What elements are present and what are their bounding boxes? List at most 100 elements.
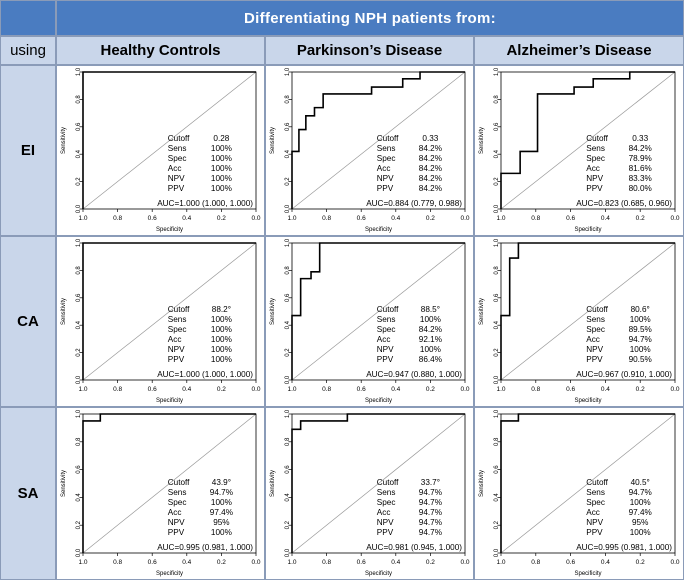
stat-label-spec: Spec <box>168 154 187 163</box>
stat-value-sens: 94.7% <box>629 488 652 497</box>
stat-label-npv: NPV <box>377 518 394 527</box>
column-header-alzheimers: Alzheimer’s Disease <box>474 36 684 65</box>
y-axis-label: Sensitivity <box>270 127 276 154</box>
x-tick-label: 0.0 <box>670 386 679 393</box>
y-tick-label: 0.4 <box>494 320 500 329</box>
stat-value-ppv: 90.5% <box>629 355 652 364</box>
stat-label-sens: Sens <box>377 488 396 497</box>
y-tick-label: 0.6 <box>285 293 291 302</box>
y-tick-label: 0.2 <box>76 348 82 357</box>
roc-sa-parkinson-s-disease-cell: 1.0 0.8 0.6 0.4 0.2 0.0 0.0 0.2 0.4 0.6 0.8 1.0 Spec… <box>265 407 474 580</box>
y-tick-label: 0.4 <box>285 493 291 502</box>
x-axis-label: Specificity <box>574 571 601 577</box>
x-tick-label: 0.4 <box>391 386 400 393</box>
y-tick-label: 0.6 <box>494 293 500 302</box>
stat-label-ppv: PPV <box>377 528 394 537</box>
stat-value-spec: 84.2% <box>419 325 442 334</box>
x-tick-label: 0.4 <box>601 559 610 566</box>
stat-value-spec: 78.9% <box>629 154 652 163</box>
stat-label-sens: Sens <box>586 488 605 497</box>
roc-ei-parkinson-s-disease-plot: 1.0 0.8 0.6 0.4 0.2 0.0 0.0 0.2 0.4 0.6 0.8 1.0 Spec… <box>270 67 470 233</box>
stat-label-ppv: PPV <box>377 355 394 364</box>
x-tick-label: 0.0 <box>460 559 469 566</box>
stat-value-cutoff: 88.2° <box>212 305 231 314</box>
y-tick-label: 0.8 <box>494 266 500 275</box>
x-tick-label: 1.0 <box>78 559 87 566</box>
stat-value-npv: 84.2% <box>419 174 442 183</box>
y-axis-label: Sensitivity <box>479 127 485 154</box>
chance-diagonal <box>500 71 676 210</box>
stat-label-cutoff: Cutoff <box>377 305 399 314</box>
x-tick-label: 1.0 <box>287 559 296 566</box>
y-tick-label: 0.8 <box>76 95 82 104</box>
stat-label-npv: NPV <box>377 174 394 183</box>
stat-label-sens: Sens <box>168 488 187 497</box>
y-axis-label: Sensitivity <box>270 470 276 497</box>
y-tick-label: 0.6 <box>76 293 82 302</box>
figure-title: Differentiating NPH patients from: <box>56 0 684 36</box>
roc-curve-line <box>82 242 256 380</box>
y-axis-label: Sensitivity <box>61 298 67 325</box>
stat-label-spec: Spec <box>377 325 396 334</box>
stat-label-ppv: PPV <box>168 184 185 193</box>
stat-value-ppv: 86.4% <box>419 355 442 364</box>
stat-label-ppv: PPV <box>377 184 394 193</box>
auc-label: AUC=0.823 (0.685, 0.960) <box>576 199 672 208</box>
y-tick-label: 1.0 <box>494 238 500 247</box>
y-tick-label: 0.4 <box>76 493 82 502</box>
x-tick-label: 0.4 <box>182 386 191 393</box>
stat-label-acc: Acc <box>377 335 391 344</box>
row-header-sa: SA <box>0 407 56 580</box>
chance-diagonal <box>82 413 257 554</box>
y-tick-label: 1.0 <box>76 238 82 247</box>
x-axis-label: Specificity <box>574 227 601 233</box>
auc-label: AUC=1.000 (1.000, 1.000) <box>157 370 253 379</box>
stat-value-npv: 100% <box>630 345 651 354</box>
x-tick-label: 0.6 <box>566 386 575 393</box>
x-tick-label: 0.6 <box>357 386 366 393</box>
chance-diagonal <box>291 71 466 210</box>
roc-ca-healthy-controls-cell: 1.0 0.8 0.6 0.4 0.2 0.0 0.0 0.2 0.4 0.6 0.8 1.0 Spec… <box>56 236 265 407</box>
stat-value-acc: 81.6% <box>629 164 652 173</box>
stat-value-npv: 100% <box>420 345 441 354</box>
using-label: using <box>0 36 56 65</box>
stat-label-npv: NPV <box>377 345 394 354</box>
stat-value-sens: 94.7% <box>210 488 233 497</box>
stat-value-sens: 84.2% <box>629 144 652 153</box>
y-tick-label: 0.6 <box>285 465 291 474</box>
roc-ca-healthy-controls-plot: 1.0 0.8 0.6 0.4 0.2 0.0 0.0 0.2 0.4 0.6 0.8 1.0 Spec… <box>61 238 261 404</box>
stat-label-acc: Acc <box>377 508 391 517</box>
roc-sa-alzheimer-s-disease-cell: 1.0 0.8 0.6 0.4 0.2 0.0 0.0 0.2 0.4 0.6 0.8 1.0 Spec… <box>474 407 684 580</box>
x-tick-label: 0.4 <box>391 215 400 222</box>
stat-label-ppv: PPV <box>168 355 185 364</box>
auc-label: AUC=0.884 (0.779, 0.988) <box>366 199 462 208</box>
x-axis-label: Specificity <box>156 571 183 577</box>
x-axis-label: Specificity <box>156 398 183 404</box>
stat-value-acc: 97.4% <box>629 508 652 517</box>
y-tick-label: 1.0 <box>285 238 291 247</box>
stat-label-cutoff: Cutoff <box>586 478 608 487</box>
x-tick-label: 1.0 <box>496 559 505 566</box>
roc-ca-alzheimer-s-disease-plot: 1.0 0.8 0.6 0.4 0.2 0.0 0.0 0.2 0.4 0.6 0.8 1.0 Spec… <box>479 238 680 404</box>
stat-label-cutoff: Cutoff <box>377 134 399 143</box>
stat-value-ppv: 84.2% <box>419 184 442 193</box>
stat-value-cutoff: 88.5° <box>421 305 440 314</box>
roc-curve-line <box>500 242 675 380</box>
chance-diagonal <box>82 242 257 381</box>
x-tick-label: 1.0 <box>496 386 505 393</box>
stat-value-acc: 100% <box>211 164 232 173</box>
x-tick-label: 0.0 <box>251 559 260 566</box>
x-tick-label: 0.0 <box>460 215 469 222</box>
y-tick-label: 0.6 <box>76 122 82 131</box>
stat-label-spec: Spec <box>377 498 396 507</box>
stat-value-sens: 100% <box>630 315 651 324</box>
auc-label: AUC=0.967 (0.910, 1.000) <box>576 370 672 379</box>
stat-label-spec: Spec <box>586 154 605 163</box>
stat-label-cutoff: Cutoff <box>586 305 608 314</box>
x-tick-label: 0.2 <box>217 215 226 222</box>
stat-label-ppv: PPV <box>168 528 185 537</box>
roc-ei-healthy-controls-cell: 1.0 0.8 0.6 0.4 0.2 0.0 0.0 0.2 0.4 0.6 0.8 1.0 Spec… <box>56 65 265 236</box>
stat-value-cutoff: 0.33 <box>632 134 648 143</box>
x-axis-label: Specificity <box>365 571 392 577</box>
stat-value-spec: 94.7% <box>419 498 442 507</box>
